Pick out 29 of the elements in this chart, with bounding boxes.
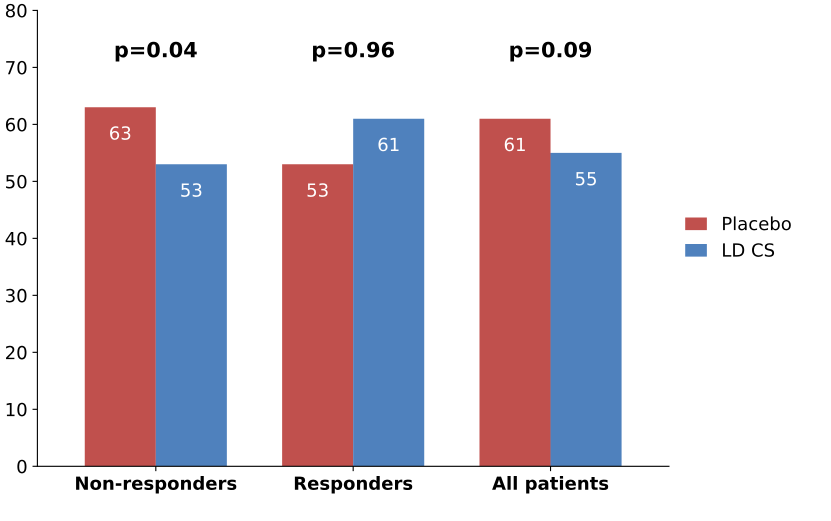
data-label: 55 [576, 172, 596, 186]
y-tick-label: 60 [6, 118, 26, 132]
y-tick-label: 10 [6, 402, 26, 416]
bar [479, 118, 551, 466]
x-tick-label: Responders [294, 476, 412, 494]
annotation: p=0.96 [313, 42, 394, 62]
x-tick-label: Non-responders [76, 476, 236, 494]
y-tick-label: 30 [6, 288, 26, 302]
bar [550, 152, 622, 466]
data-label: 63 [110, 126, 130, 140]
data-label: 61 [504, 138, 525, 152]
bar [353, 118, 424, 466]
y-tick-label: 0 [17, 460, 26, 474]
y-tick-label: 50 [6, 174, 26, 188]
legend-label: LD CS [723, 243, 774, 257]
y-tick-label: 20 [6, 346, 26, 360]
y-tick-label: 70 [6, 60, 26, 75]
data-label: 53 [181, 183, 202, 197]
bar [84, 107, 156, 466]
bar [156, 164, 227, 466]
bar [282, 164, 354, 466]
annotation: p=0.09 [510, 42, 592, 62]
y-tick-label: 80 [6, 4, 26, 18]
legend-label: Placebo [723, 216, 791, 230]
x-tick-label: All patients [492, 476, 608, 494]
data-label: 61 [378, 138, 399, 152]
y-tick-label: 40 [6, 232, 26, 246]
data-label: 53 [308, 183, 328, 197]
annotation: p=0.04 [116, 42, 197, 62]
